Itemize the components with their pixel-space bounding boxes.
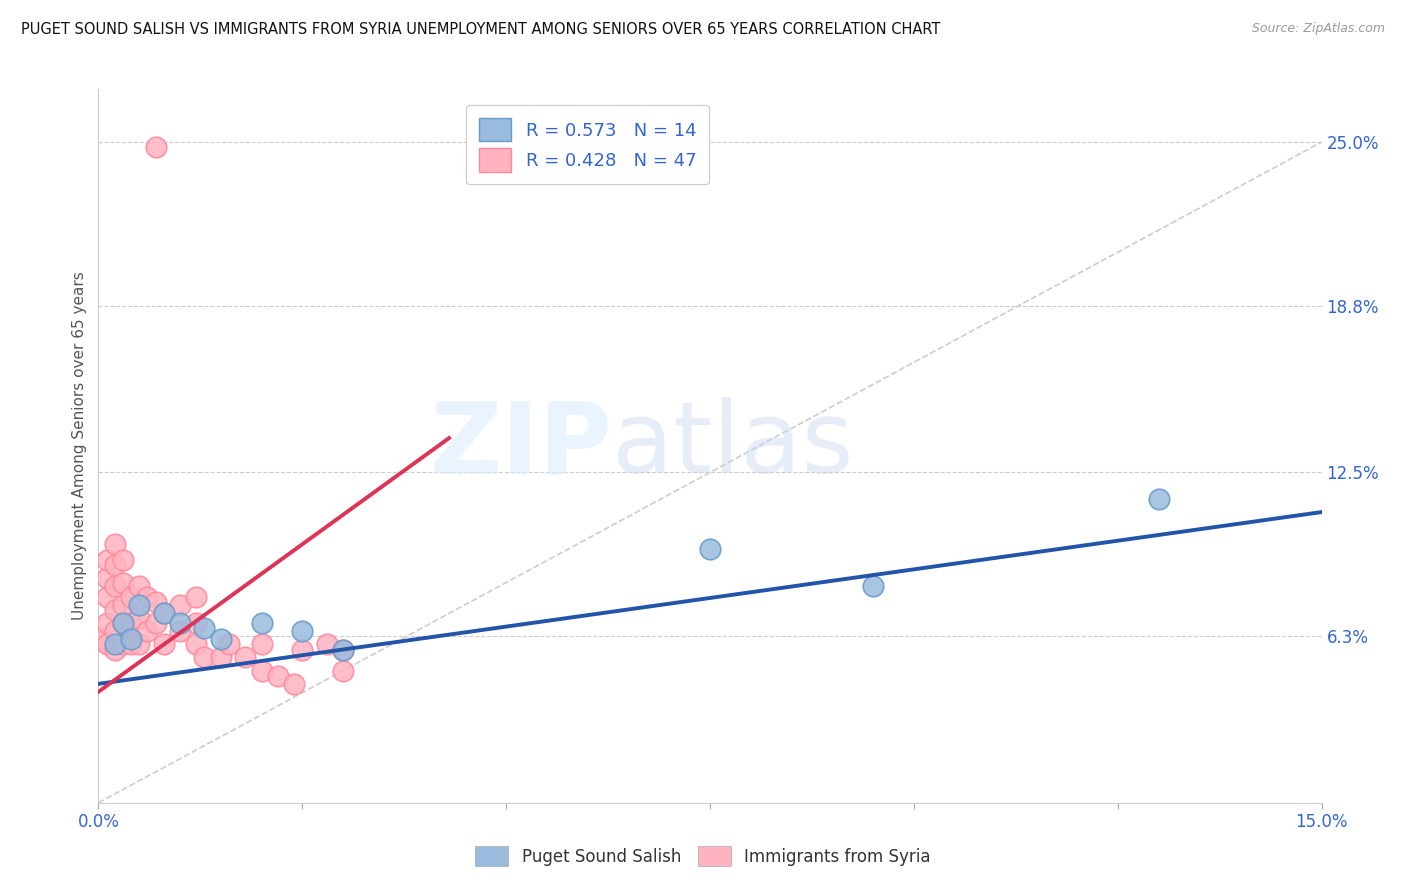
Point xyxy=(136,624,159,638)
Point xyxy=(152,637,174,651)
Point xyxy=(209,632,232,646)
Point xyxy=(291,624,314,638)
Point xyxy=(111,616,134,631)
Point xyxy=(145,140,167,154)
Text: ZIP: ZIP xyxy=(429,398,612,494)
Point xyxy=(152,606,174,620)
Point xyxy=(96,637,118,651)
Point xyxy=(120,590,142,604)
Point xyxy=(111,637,134,651)
Legend: Puget Sound Salish, Immigrants from Syria: Puget Sound Salish, Immigrants from Syri… xyxy=(467,838,939,875)
Point xyxy=(332,642,354,657)
Text: Source: ZipAtlas.com: Source: ZipAtlas.com xyxy=(1251,22,1385,36)
Point xyxy=(104,558,127,572)
Legend: R = 0.573   N = 14, R = 0.428   N = 47: R = 0.573 N = 14, R = 0.428 N = 47 xyxy=(467,105,709,185)
Point xyxy=(104,624,127,638)
Point xyxy=(111,576,134,591)
Point xyxy=(128,611,150,625)
Point xyxy=(96,590,118,604)
Point xyxy=(145,616,167,631)
Point xyxy=(169,598,191,612)
Point xyxy=(87,632,110,646)
Text: PUGET SOUND SALISH VS IMMIGRANTS FROM SYRIA UNEMPLOYMENT AMONG SENIORS OVER 65 Y: PUGET SOUND SALISH VS IMMIGRANTS FROM SY… xyxy=(21,22,941,37)
Point xyxy=(267,669,290,683)
Point xyxy=(152,606,174,620)
Point xyxy=(104,637,127,651)
Point xyxy=(699,542,721,557)
Point xyxy=(104,537,127,551)
Point xyxy=(120,632,142,646)
Point xyxy=(120,616,142,631)
Point xyxy=(233,650,256,665)
Point xyxy=(111,616,134,631)
Point xyxy=(186,590,208,604)
Point xyxy=(283,677,305,691)
Point xyxy=(250,616,273,631)
Point xyxy=(104,579,127,593)
Point xyxy=(1147,491,1170,506)
Point xyxy=(209,650,232,665)
Point xyxy=(96,552,118,566)
Point xyxy=(218,637,240,651)
Point xyxy=(111,552,134,566)
Point xyxy=(104,603,127,617)
Point xyxy=(111,598,134,612)
Point xyxy=(169,624,191,638)
Point xyxy=(250,664,273,678)
Point xyxy=(128,598,150,612)
Point xyxy=(104,642,127,657)
Point xyxy=(145,595,167,609)
Point xyxy=(332,642,354,657)
Point xyxy=(96,616,118,631)
Point xyxy=(169,616,191,631)
Point xyxy=(193,650,215,665)
Point xyxy=(136,590,159,604)
Point xyxy=(186,616,208,631)
Text: atlas: atlas xyxy=(612,398,853,494)
Point xyxy=(128,637,150,651)
Y-axis label: Unemployment Among Seniors over 65 years: Unemployment Among Seniors over 65 years xyxy=(72,272,87,620)
Point xyxy=(862,579,884,593)
Point xyxy=(128,579,150,593)
Point xyxy=(120,637,142,651)
Point xyxy=(332,664,354,678)
Point xyxy=(315,637,337,651)
Point xyxy=(250,637,273,651)
Point xyxy=(193,621,215,635)
Point xyxy=(291,642,314,657)
Point xyxy=(186,637,208,651)
Point xyxy=(96,571,118,585)
